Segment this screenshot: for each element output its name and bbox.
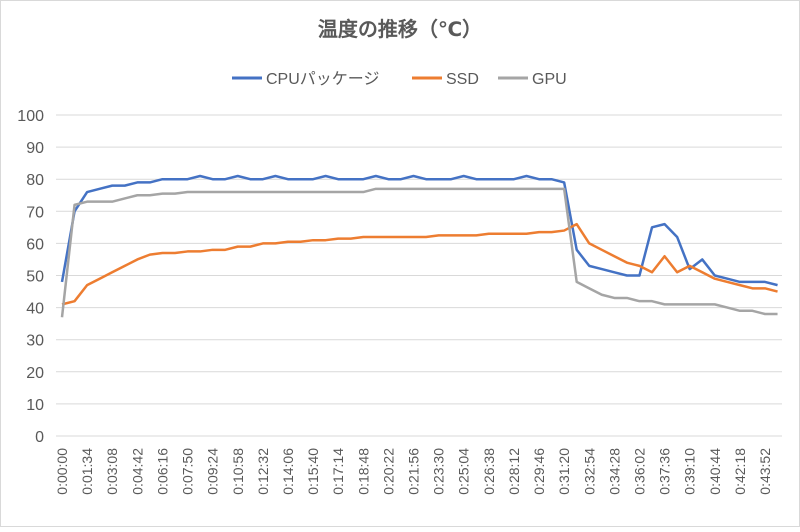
x-tick-label: 0:43:52 <box>757 448 773 495</box>
x-tick-label: 0:29:46 <box>531 448 547 495</box>
series-line <box>60 174 778 287</box>
series-line <box>60 187 778 318</box>
y-tick-label: 60 <box>26 236 44 253</box>
x-tick-label: 0:23:30 <box>431 448 447 495</box>
x-tick-label: 0:21:56 <box>406 448 422 495</box>
x-tick-label: 0:42:18 <box>732 448 748 495</box>
y-tick-label: 90 <box>26 140 44 157</box>
x-tick-label: 0:28:12 <box>506 448 522 495</box>
x-tick-label: 0:06:16 <box>154 448 170 495</box>
x-tick-label: 0:12:32 <box>255 448 271 495</box>
x-tick-label: 0:31:20 <box>556 448 572 495</box>
y-tick-label: 50 <box>26 269 44 286</box>
legend-label: CPUパッケージ <box>266 70 379 88</box>
x-tick-label: 0:17:14 <box>330 448 346 495</box>
x-tick-label: 0:34:28 <box>606 448 622 495</box>
x-tick-label: 0:01:34 <box>79 448 95 495</box>
series-line <box>61 222 778 306</box>
x-tick-label: 0:26:38 <box>481 448 497 495</box>
x-tick-label: 0:37:36 <box>657 448 673 495</box>
legend-label: GPU <box>532 71 567 88</box>
x-tick-label: 0:07:50 <box>180 448 196 495</box>
x-tick-label: 0:10:58 <box>230 448 246 495</box>
x-tick-label: 0:04:42 <box>129 448 145 495</box>
x-tick-label: 0:15:40 <box>305 448 321 495</box>
y-tick-label: 10 <box>26 397 44 414</box>
x-tick-label: 0:09:24 <box>205 448 221 495</box>
y-tick-label: 20 <box>26 365 44 382</box>
y-tick-label: 80 <box>26 172 44 189</box>
x-tick-label: 0:36:02 <box>631 448 647 495</box>
x-tick-label: 0:39:10 <box>682 448 698 495</box>
y-tick-label: 70 <box>26 204 44 221</box>
y-tick-label: 0 <box>35 429 44 446</box>
y-tick-label: 100 <box>17 108 44 125</box>
x-tick-label: 0:00:00 <box>54 448 70 495</box>
legend-label: SSD <box>446 71 479 88</box>
x-tick-label: 0:14:06 <box>280 448 296 495</box>
x-tick-label: 0:32:54 <box>581 448 597 495</box>
x-tick-label: 0:20:22 <box>380 448 396 495</box>
y-tick-label: 40 <box>26 301 44 318</box>
x-tick-label: 0:40:44 <box>707 448 723 495</box>
x-tick-label: 0:18:48 <box>355 448 371 495</box>
x-tick-label: 0:03:08 <box>104 448 120 495</box>
y-tick-label: 30 <box>26 333 44 350</box>
x-tick-label: 0:25:04 <box>456 448 472 495</box>
chart-title: 温度の推移（℃） <box>318 17 482 41</box>
